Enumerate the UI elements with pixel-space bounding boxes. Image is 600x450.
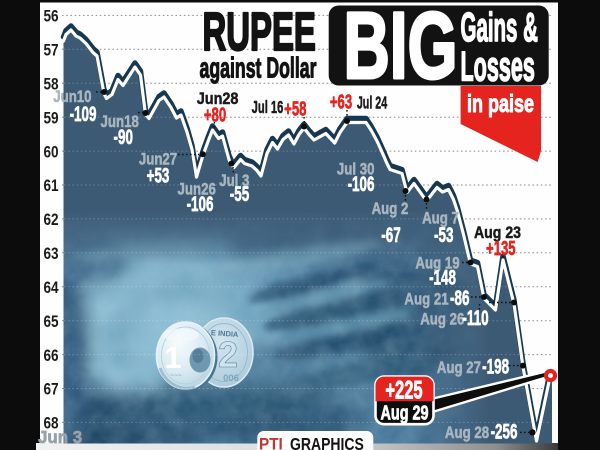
svg-text:Jun 3: Jun 3 <box>38 427 82 448</box>
svg-text:E INDIA: E INDIA <box>211 328 240 339</box>
svg-text:GRAPHICS: GRAPHICS <box>290 435 364 450</box>
svg-text:~~~: ~~~ <box>170 373 182 380</box>
svg-text:PTI: PTI <box>259 435 283 450</box>
svg-text:RUPEE: RUPEE <box>203 3 316 62</box>
svg-text:-110: -110 <box>462 306 488 330</box>
svg-text:Gains &: Gains & <box>461 4 538 50</box>
svg-text:Jun18: Jun18 <box>101 113 139 132</box>
svg-text:+58: +58 <box>284 96 307 120</box>
svg-text:-67: -67 <box>381 223 401 247</box>
svg-text:Aug 29: Aug 29 <box>381 401 429 424</box>
svg-text:64: 64 <box>43 279 59 298</box>
svg-text:62: 62 <box>43 211 58 230</box>
svg-text:60: 60 <box>43 143 58 162</box>
svg-text:63: 63 <box>43 245 58 264</box>
svg-text:59: 59 <box>43 109 58 128</box>
svg-text:65: 65 <box>43 313 59 332</box>
svg-text:Aug 2: Aug 2 <box>372 200 409 219</box>
svg-text:66: 66 <box>43 346 58 365</box>
svg-text:+225: +225 <box>385 377 423 404</box>
svg-text:in paise: in paise <box>467 89 534 118</box>
svg-text:Jul 16: Jul 16 <box>252 99 284 118</box>
svg-text:Aug 27: Aug 27 <box>437 359 481 378</box>
svg-text:-90: -90 <box>113 125 133 149</box>
svg-text:2: 2 <box>218 334 238 375</box>
svg-text:Jun26: Jun26 <box>178 180 216 199</box>
svg-text:+53: +53 <box>147 163 170 187</box>
svg-text:006: 006 <box>223 373 239 384</box>
svg-text:Jun28: Jun28 <box>197 90 239 108</box>
svg-text:against Dollar: against Dollar <box>200 52 317 85</box>
svg-text:+80: +80 <box>204 102 226 126</box>
svg-text:Jun10: Jun10 <box>53 88 91 107</box>
svg-text:Jun27: Jun27 <box>139 150 177 169</box>
svg-text:Jul 3: Jul 3 <box>219 172 249 191</box>
svg-text:Aug 28: Aug 28 <box>445 424 489 443</box>
svg-text:Aug 19: Aug 19 <box>415 254 459 273</box>
svg-text:-55: -55 <box>230 182 250 206</box>
svg-text:Aug 7: Aug 7 <box>422 209 459 228</box>
svg-text:+135: +135 <box>486 236 516 260</box>
svg-text:Aug 23: Aug 23 <box>474 224 521 242</box>
svg-text:Aug 26: Aug 26 <box>420 310 464 329</box>
svg-text:56: 56 <box>43 7 58 26</box>
svg-text:67: 67 <box>43 380 58 399</box>
svg-text:-53: -53 <box>434 223 454 247</box>
svg-text:Jul 30: Jul 30 <box>337 160 375 179</box>
svg-text:61: 61 <box>43 177 59 196</box>
svg-text:Aug 21: Aug 21 <box>404 290 449 309</box>
svg-text:-86: -86 <box>450 286 470 310</box>
svg-text:BIG: BIG <box>344 0 458 99</box>
svg-text:58: 58 <box>43 75 59 94</box>
svg-text:-106: -106 <box>187 192 214 216</box>
svg-text:-106: -106 <box>348 172 375 196</box>
svg-text:+63: +63 <box>330 89 352 113</box>
svg-text:Losses: Losses <box>461 44 535 90</box>
svg-text:-109: -109 <box>70 102 97 126</box>
svg-text:1: 1 <box>164 340 181 375</box>
svg-text:57: 57 <box>43 41 58 60</box>
svg-text:Jul 24: Jul 24 <box>357 94 387 113</box>
svg-text:-148: -148 <box>429 265 456 289</box>
svg-text:68: 68 <box>43 414 59 433</box>
svg-text:-256: -256 <box>491 419 518 443</box>
svg-text:-198: -198 <box>482 354 509 378</box>
